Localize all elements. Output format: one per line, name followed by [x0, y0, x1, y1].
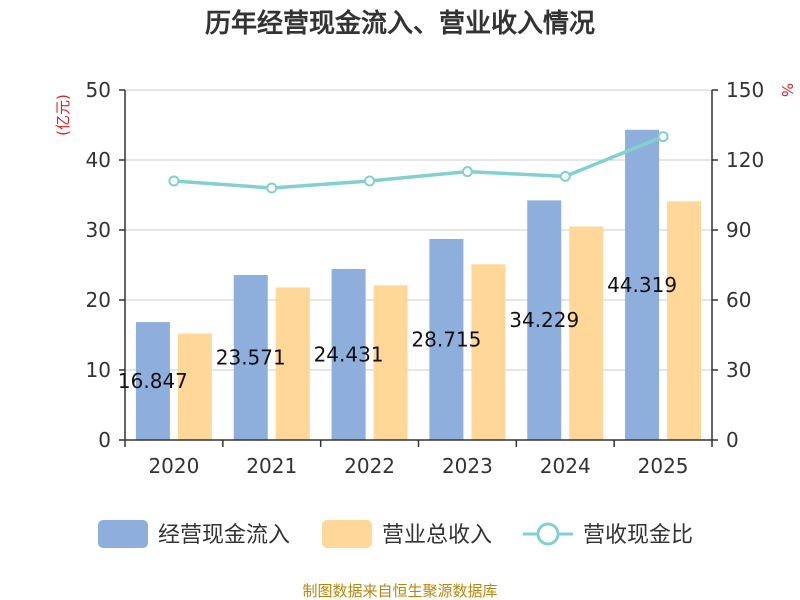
- ratio-point: [364, 175, 376, 187]
- y-right-unit: %: [778, 83, 796, 97]
- gridlines: [125, 89, 712, 371]
- y-left-tick-label: 0: [98, 428, 111, 452]
- x-tick-label: 2021: [246, 454, 297, 478]
- ratio-point: [461, 166, 473, 178]
- bar-cash-inflow: [233, 275, 268, 440]
- bar-cash-inflow: [625, 129, 660, 440]
- ratio-line: [168, 131, 669, 194]
- data-label-cash-inflow: 16.847: [118, 369, 188, 393]
- y-left-tick-label: 20: [86, 288, 111, 312]
- y-right-tick-label: 90: [726, 218, 751, 242]
- legend-label-revenue: 营业总收入: [382, 523, 492, 548]
- ratio-point: [168, 175, 180, 187]
- x-tick-label: 2020: [148, 454, 199, 478]
- y-right-tick-label: 150: [726, 78, 764, 102]
- bar-cash-inflow: [429, 238, 464, 440]
- legend-marker-ratio: [536, 522, 560, 546]
- bar-cash-inflow: [331, 268, 366, 440]
- y-left-unit: (亿元): [54, 94, 72, 136]
- data-label-cash-inflow: 28.715: [411, 327, 481, 351]
- x-tick-label: 2024: [540, 454, 591, 478]
- chart-title: 历年经营现金流入、营业收入情况: [205, 8, 595, 39]
- data-label-cash-inflow: 34.229: [509, 308, 579, 332]
- y-left-tick-label: 50: [86, 78, 111, 102]
- ratio-point: [559, 170, 571, 182]
- source-note: 制图数据来自恒生聚源数据库: [302, 582, 497, 600]
- axes: 0 10 20 30 40 50 0 30 60 90 120 150 2020 2021 2022 2023…: [86, 78, 765, 478]
- y-left-tick-label: 30: [86, 218, 111, 242]
- ratio-point: [266, 182, 278, 194]
- data-label-cash-inflow: 23.571: [216, 346, 286, 370]
- legend-label-cash-inflow: 经营现金流入: [158, 523, 290, 548]
- data-label-cash-inflow: 44.319: [607, 273, 677, 297]
- legend: 经营现金流入 营业总收入 营收现金比: [98, 520, 693, 548]
- legend-label-ratio: 营收现金比: [583, 523, 693, 548]
- bar-revenue: [569, 226, 604, 440]
- x-tick-label: 2022: [344, 454, 395, 478]
- ratio-point: [657, 131, 669, 143]
- y-left-tick-label: 40: [86, 148, 111, 172]
- data-labels: 16.847 23.571 24.431 28.715 34.229 44.319: [118, 273, 677, 393]
- legend-swatch-revenue: [322, 520, 372, 548]
- x-tick-label: 2023: [442, 454, 493, 478]
- bar-cash-inflow: [135, 322, 170, 440]
- bar-revenue: [177, 333, 212, 440]
- data-label-cash-inflow: 24.431: [314, 342, 384, 366]
- bars: [135, 129, 702, 440]
- x-tick-label: 2025: [638, 454, 689, 478]
- ratio-line-path: [173, 135, 664, 190]
- bar-revenue: [667, 201, 702, 440]
- y-left-tick-label: 10: [86, 358, 111, 382]
- y-right-tick-label: 0: [726, 428, 739, 452]
- y-right-tick-label: 60: [726, 288, 751, 312]
- bar-revenue: [373, 285, 408, 440]
- legend-swatch-cash-inflow: [98, 520, 148, 548]
- y-right-tick-label: 30: [726, 358, 751, 382]
- y-right-tick-label: 120: [726, 148, 764, 172]
- bar-revenue: [275, 287, 310, 440]
- bar-revenue: [471, 264, 506, 440]
- bar-cash-inflow: [527, 200, 562, 440]
